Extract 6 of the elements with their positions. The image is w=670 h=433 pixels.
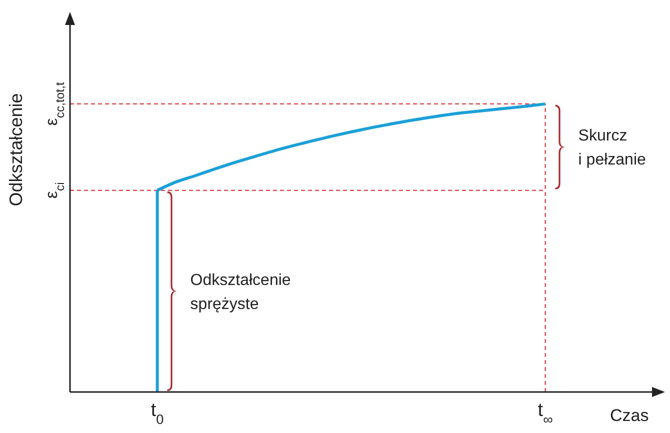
annotation: Odkształcenie sprężyste bbox=[190, 272, 291, 313]
x-tick-label: t$_{∞}$ bbox=[538, 400, 554, 426]
y-axis-title: Odkształcenie bbox=[6, 93, 26, 206]
annotation: Skurcz i pełzanie bbox=[578, 128, 646, 169]
x-tick-label: t$_{0}$ bbox=[150, 400, 164, 426]
x-axis-title: Czas bbox=[610, 406, 649, 425]
